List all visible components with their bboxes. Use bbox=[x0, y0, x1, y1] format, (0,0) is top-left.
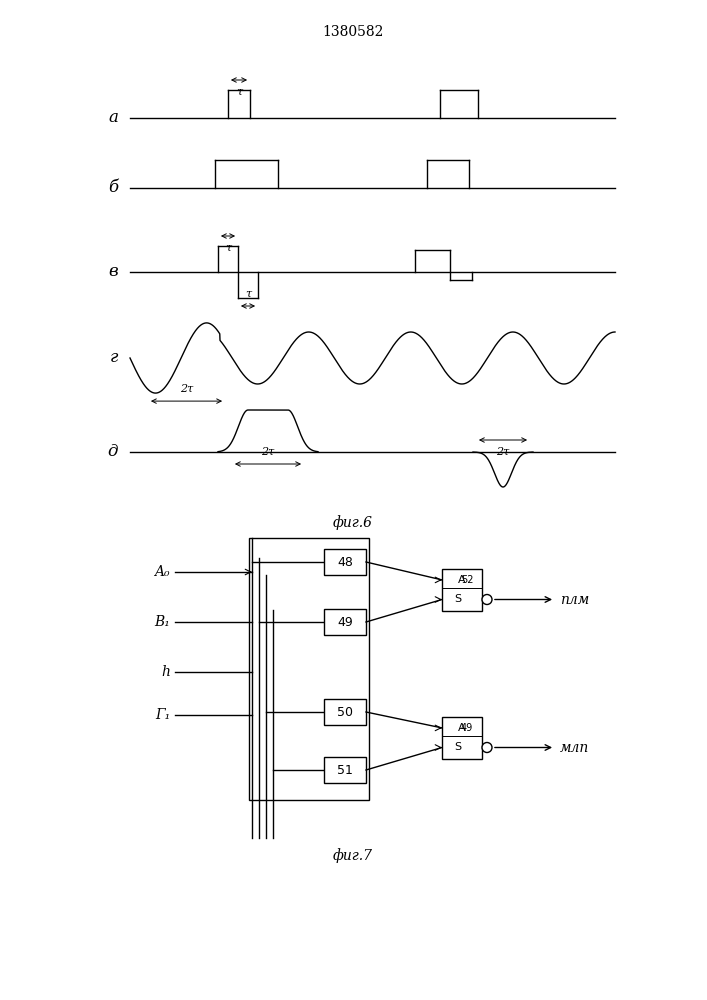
Text: 49: 49 bbox=[461, 723, 473, 733]
Text: S: S bbox=[455, 742, 462, 752]
Text: τ: τ bbox=[236, 87, 242, 97]
Bar bbox=[442, 569, 482, 611]
Text: A: A bbox=[458, 723, 466, 733]
Text: 2τ: 2τ bbox=[496, 447, 510, 457]
Text: г: г bbox=[110, 350, 118, 366]
Text: в: в bbox=[108, 263, 118, 280]
Text: 50: 50 bbox=[337, 706, 353, 718]
Bar bbox=[249, 538, 369, 800]
Text: 2τ: 2τ bbox=[262, 447, 274, 457]
Text: h: h bbox=[161, 665, 170, 679]
Circle shape bbox=[482, 594, 492, 604]
Text: Γ₁: Γ₁ bbox=[155, 708, 170, 722]
Text: τ: τ bbox=[245, 289, 251, 299]
Text: 2τ: 2τ bbox=[180, 384, 193, 394]
Text: B₁: B₁ bbox=[154, 615, 170, 629]
Text: 51: 51 bbox=[337, 764, 353, 776]
Text: A: A bbox=[458, 575, 466, 585]
Text: плм: плм bbox=[560, 592, 589, 606]
Text: 49: 49 bbox=[337, 615, 353, 629]
Text: 48: 48 bbox=[337, 556, 353, 568]
Bar bbox=[442, 717, 482, 759]
Text: 52: 52 bbox=[461, 575, 473, 585]
Text: τ: τ bbox=[225, 243, 231, 253]
Bar bbox=[324, 699, 366, 725]
Text: фиг.6: фиг.6 bbox=[333, 515, 373, 530]
Bar bbox=[324, 549, 366, 575]
Text: a: a bbox=[108, 109, 118, 126]
Text: д: д bbox=[107, 444, 118, 460]
Bar bbox=[324, 757, 366, 783]
Bar bbox=[324, 609, 366, 635]
Text: A₀: A₀ bbox=[154, 565, 170, 579]
Text: б: б bbox=[108, 180, 118, 196]
Text: S: S bbox=[455, 594, 462, 604]
Text: фиг.7: фиг.7 bbox=[333, 848, 373, 863]
Text: 1380582: 1380582 bbox=[322, 25, 384, 39]
Circle shape bbox=[482, 742, 492, 752]
Text: млп: млп bbox=[560, 740, 589, 754]
